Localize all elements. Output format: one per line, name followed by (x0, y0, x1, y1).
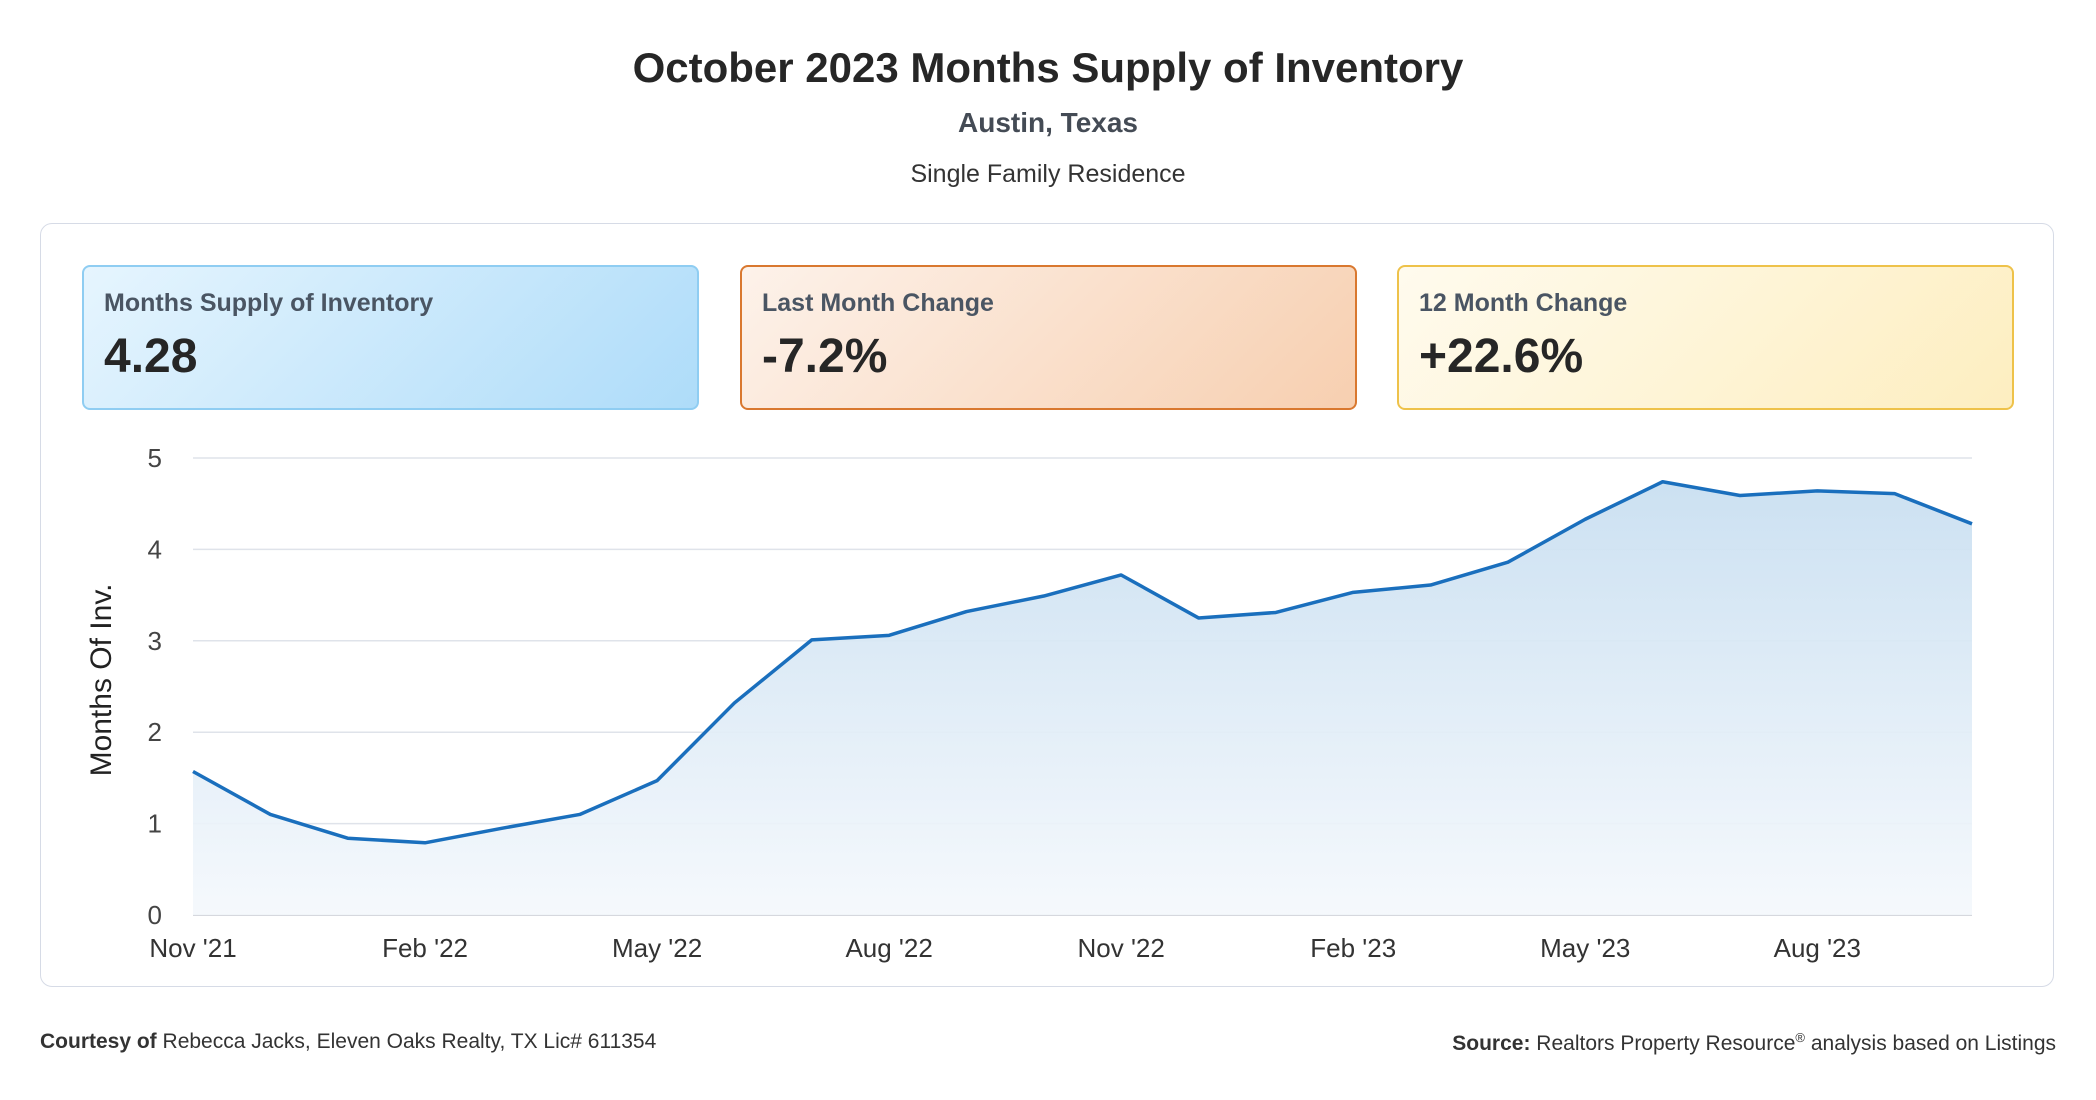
x-tick-label: Nov '21 (149, 933, 236, 963)
courtesy-text: Rebecca Jacks, Eleven Oaks Realty, TX Li… (162, 1030, 657, 1053)
x-tick-label: Aug '23 (1774, 933, 1861, 963)
property-type-subtitle: Single Family Residence (910, 160, 1186, 188)
y-tick-label: 3 (148, 626, 162, 656)
location-subtitle: Austin, Texas (958, 107, 1138, 138)
chart-area-layer (193, 481, 1972, 915)
months-supply-value: 4.28 (104, 330, 198, 383)
x-tick-label: May '23 (1540, 933, 1630, 963)
y-tick-label: 4 (148, 534, 162, 564)
series-area (193, 481, 1972, 915)
months-supply-card: Months Supply of Inventory 4.28 (82, 265, 699, 410)
source-label: Source: (1452, 1032, 1531, 1055)
y-tick-label: 5 (148, 443, 162, 473)
series-line (192, 480, 1973, 845)
twelve-month-change-label: 12 Month Change (1419, 289, 1628, 317)
y-tick-label: 1 (148, 809, 162, 839)
twelve-month-change-value: +22.6% (1419, 330, 1584, 383)
courtesy-footer: Courtesy of Rebecca Jacks, Eleven Oaks R… (40, 1030, 656, 1054)
page-title: October 2023 Months Supply of Inventory (632, 44, 1464, 91)
y-axis-label: Months Of Inv. (85, 584, 118, 777)
chart-line-layer (192, 480, 1973, 845)
x-tick-label: Aug '22 (845, 933, 932, 963)
x-tick-labels: Nov '21 Feb '22 May '22 Aug '22 Nov '22 Feb '… (149, 933, 1861, 963)
source-text: Realtors Property Resource (1536, 1032, 1796, 1055)
x-tick-label: May '22 (612, 933, 702, 963)
source-footer: Source: Realtors Property Resource® anal… (1452, 1030, 2056, 1056)
last-month-change-label: Last Month Change (762, 289, 994, 317)
y-tick-label: 0 (148, 900, 162, 930)
months-supply-label: Months Supply of Inventory (104, 289, 434, 317)
x-tick-label: Feb '23 (1310, 933, 1396, 963)
twelve-month-change-card: 12 Month Change +22.6% (1397, 265, 2014, 410)
y-tick-label: 2 (148, 717, 162, 747)
y-tick-labels: 0 1 2 3 4 5 (148, 443, 162, 930)
last-month-change-card: Last Month Change -7.2% (740, 265, 1357, 410)
registered-mark: ® (1795, 1030, 1805, 1045)
courtesy-label: Courtesy of (40, 1030, 157, 1053)
last-month-change-value: -7.2% (762, 330, 888, 383)
source-suffix: analysis based on Listings (1810, 1032, 2056, 1055)
x-tick-label: Feb '22 (382, 933, 468, 963)
x-tick-label: Nov '22 (1078, 933, 1165, 963)
